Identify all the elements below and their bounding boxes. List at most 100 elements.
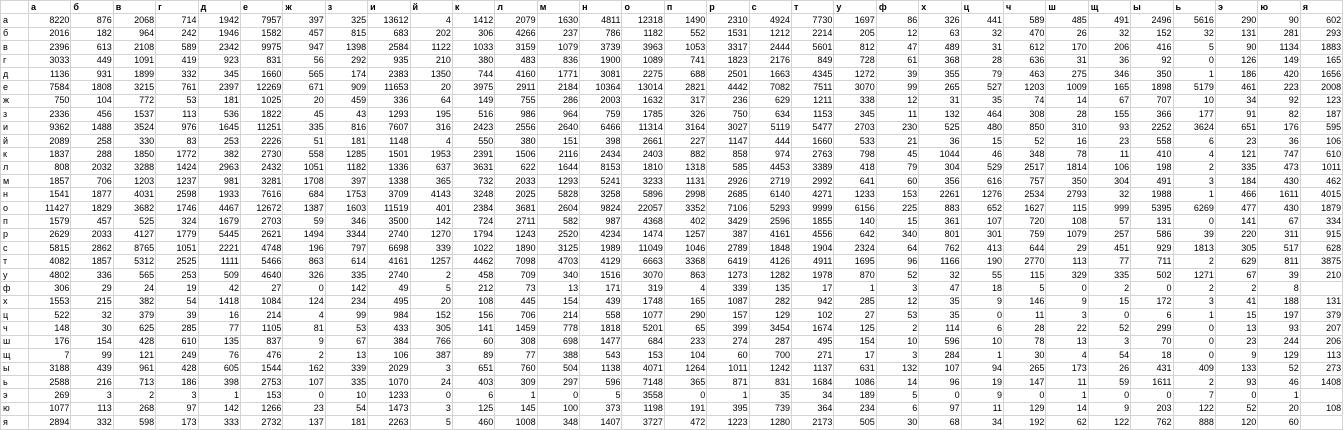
- table-cell[interactable]: 146: [1002, 294, 1047, 309]
- table-cell[interactable]: 212: [451, 281, 496, 296]
- table-cell[interactable]: 113: [70, 401, 114, 417]
- table-cell[interactable]: 5293: [748, 200, 793, 216]
- table-cell[interactable]: 5: [1172, 40, 1216, 55]
- table-cell[interactable]: 9: [1045, 294, 1089, 309]
- table-cell[interactable]: 1237: [155, 174, 199, 189]
- table-cell[interactable]: 368: [918, 53, 962, 68]
- table-cell[interactable]: 2740: [367, 267, 411, 283]
- table-cell[interactable]: 2029: [367, 361, 411, 376]
- table-cell[interactable]: 1273: [706, 267, 750, 283]
- table-cell[interactable]: 335: [324, 267, 369, 283]
- table-cell[interactable]: 5616: [1172, 13, 1216, 28]
- table-cell[interactable]: 173: [1045, 361, 1089, 376]
- row-label-cell[interactable]: д: [0, 66, 29, 82]
- table-cell[interactable]: 459: [324, 93, 369, 109]
- table-cell[interactable]: 290: [1214, 13, 1259, 28]
- table-cell[interactable]: 1270: [409, 227, 453, 243]
- table-cell[interactable]: 1008: [494, 415, 538, 430]
- table-cell[interactable]: 981: [197, 174, 241, 189]
- table-cell[interactable]: [1299, 281, 1344, 296]
- table-cell[interactable]: 585: [706, 160, 750, 176]
- table-cell[interactable]: 21: [875, 133, 920, 149]
- table-cell[interactable]: 346: [1087, 66, 1132, 82]
- table-cell[interactable]: 0: [1045, 281, 1089, 296]
- table-cell[interactable]: 3709: [367, 187, 411, 202]
- table-cell[interactable]: 1271: [1172, 267, 1216, 283]
- table-cell[interactable]: 3344: [324, 227, 369, 243]
- table-cell[interactable]: 11: [1045, 374, 1089, 390]
- table-cell[interactable]: 2263: [367, 415, 411, 430]
- table-cell[interactable]: 60: [451, 334, 496, 350]
- table-cell[interactable]: 644: [1002, 241, 1047, 256]
- table-cell[interactable]: 6466: [579, 120, 623, 135]
- table-cell[interactable]: 108: [1299, 401, 1344, 417]
- table-cell[interactable]: 430: [1257, 200, 1301, 216]
- table-cell[interactable]: 4160: [494, 66, 538, 82]
- table-cell[interactable]: 2685: [706, 187, 750, 202]
- table-cell[interactable]: 4: [1172, 147, 1216, 162]
- table-cell[interactable]: 533: [833, 133, 877, 149]
- table-cell[interactable]: 335: [282, 120, 326, 135]
- table-cell[interactable]: 141: [451, 321, 496, 336]
- table-cell[interactable]: 1182: [621, 26, 665, 42]
- table-cell[interactable]: 64: [875, 241, 920, 256]
- table-cell[interactable]: 8220: [27, 13, 72, 28]
- table-cell[interactable]: 416: [1130, 40, 1174, 55]
- table-cell[interactable]: 20: [282, 93, 326, 109]
- table-cell[interactable]: 3739: [579, 40, 623, 55]
- table-cell[interactable]: 2391: [451, 147, 496, 162]
- table-cell[interactable]: 449: [70, 53, 114, 68]
- table-cell[interactable]: 23: [282, 401, 326, 417]
- table-cell[interactable]: 206: [1087, 40, 1132, 55]
- column-header-cell[interactable]: й: [409, 0, 453, 15]
- table-cell[interactable]: 3727: [621, 415, 665, 430]
- table-cell[interactable]: 1794: [451, 227, 496, 243]
- table-cell[interactable]: 125: [451, 401, 496, 417]
- table-cell[interactable]: 831: [239, 53, 284, 68]
- table-cell[interactable]: 2: [875, 321, 920, 336]
- table-cell[interactable]: 636: [1002, 53, 1047, 68]
- table-cell[interactable]: 418: [833, 160, 877, 176]
- table-cell[interactable]: 319: [621, 281, 665, 296]
- table-cell[interactable]: 176: [1257, 120, 1301, 135]
- table-cell[interactable]: 3: [875, 348, 920, 363]
- table-cell[interactable]: 1814: [1045, 160, 1089, 176]
- table-cell[interactable]: 281: [1257, 26, 1301, 42]
- table-cell[interactable]: 31: [918, 93, 962, 109]
- table-cell[interactable]: 387: [409, 348, 453, 363]
- table-cell[interactable]: 350: [1130, 66, 1174, 82]
- table-cell[interactable]: 306: [27, 281, 72, 296]
- table-cell[interactable]: 1044: [918, 147, 962, 162]
- table-cell[interactable]: 290: [663, 307, 708, 323]
- table-cell[interactable]: 227: [663, 133, 708, 149]
- table-cell[interactable]: 177: [1172, 107, 1216, 122]
- table-cell[interactable]: 3682: [112, 200, 157, 216]
- table-cell[interactable]: 1645: [197, 120, 241, 135]
- table-cell[interactable]: 182: [70, 26, 114, 42]
- table-cell[interactable]: 13: [1214, 321, 1259, 336]
- table-cell[interactable]: 2342: [197, 40, 241, 55]
- column-header-cell[interactable]: м: [536, 0, 581, 15]
- table-cell[interactable]: 2: [1172, 374, 1216, 390]
- table-cell[interactable]: 2: [409, 267, 453, 283]
- table-cell[interactable]: 1818: [579, 321, 623, 336]
- table-cell[interactable]: 288: [70, 147, 114, 162]
- table-cell[interactable]: 129: [1002, 401, 1047, 417]
- table-cell[interactable]: 1025: [239, 93, 284, 109]
- table-cell[interactable]: 361: [918, 214, 962, 229]
- table-cell[interactable]: 5201: [621, 321, 665, 336]
- row-label-cell[interactable]: я: [0, 415, 29, 430]
- table-cell[interactable]: 1147: [706, 133, 750, 149]
- table-cell[interactable]: 273: [1299, 361, 1344, 376]
- table-cell[interactable]: 3081: [579, 66, 623, 82]
- table-cell[interactable]: 2520: [536, 227, 581, 243]
- table-cell[interactable]: 1087: [706, 294, 750, 309]
- table-cell[interactable]: 22: [1045, 321, 1089, 336]
- table-cell[interactable]: 1933: [197, 187, 241, 202]
- table-cell[interactable]: 700: [748, 348, 793, 363]
- table-cell[interactable]: 129: [1257, 348, 1301, 363]
- table-cell[interactable]: 2753: [239, 374, 284, 390]
- table-cell[interactable]: 9: [1214, 348, 1259, 363]
- table-cell[interactable]: 4703: [536, 254, 581, 269]
- table-cell[interactable]: 598: [112, 415, 157, 430]
